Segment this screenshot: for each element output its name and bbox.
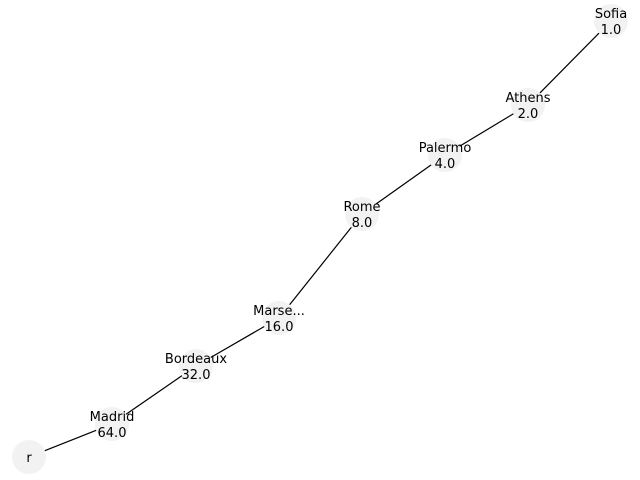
node-r [12,440,46,474]
edge-rome-palermo [375,164,432,205]
node-athens [511,88,545,122]
node-label-r: r [26,451,32,466]
node-label-sofia: Sofia [595,7,627,22]
node-value-palermo: 4.0 [435,157,456,172]
node-label-bordeaux: Bordeaux [165,352,227,367]
edge-marseille-rome [289,226,352,306]
node-label-palermo: Palermo [419,141,472,156]
edge-r-madrid [44,429,97,452]
node-value-madrid: 64.0 [98,426,127,441]
node-label-rome: Rome [343,200,380,215]
node-value-sofia: 1.0 [601,23,622,38]
node-label-madrid: Madrid [90,410,135,425]
edge-bordeaux-marseille [210,325,265,359]
node-value-rome: 8.0 [352,216,373,231]
node-label-marseille: Marse... [253,304,305,319]
node-value-athens: 2.0 [518,107,539,122]
edge-madrid-bordeaux [125,375,183,415]
edges-layer [44,32,600,452]
node-bordeaux [179,349,213,383]
node-value-bordeaux: 32.0 [182,368,211,383]
edge-palermo-athens [459,113,514,147]
node-rome [345,197,379,231]
edge-athens-sofia [539,32,600,94]
node-madrid [95,407,129,441]
node-palermo [428,138,462,172]
node-marseille [262,301,296,335]
node-value-marseille: 16.0 [265,320,294,335]
node-label-athens: Athens [505,91,550,106]
node-sofia [594,4,628,38]
